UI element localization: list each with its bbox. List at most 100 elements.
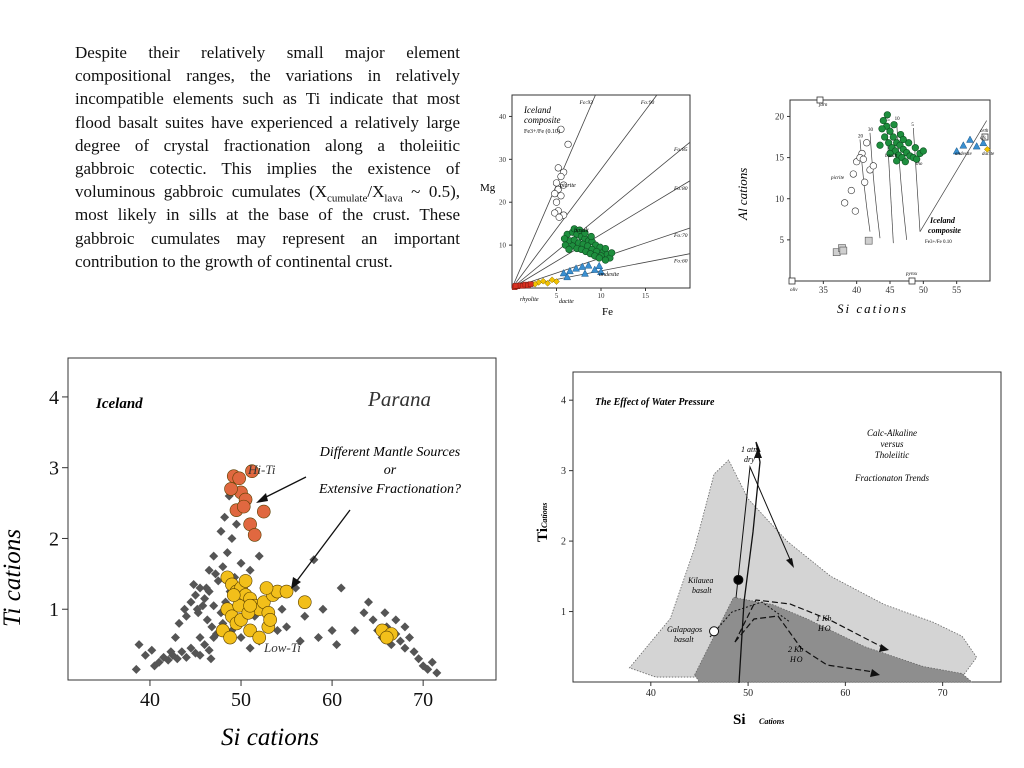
- ti-si-point-iceland: [200, 594, 210, 604]
- ti-si-point-iceland: [204, 565, 214, 575]
- ti-si-point-iceland: [236, 558, 246, 568]
- question-line-3: Extensive Fractionation?: [318, 482, 461, 497]
- water-label-ca1: Calc-Alkaline: [867, 428, 917, 438]
- mg-fe-ylabel: Mg: [480, 182, 496, 194]
- ti-si-point-iceland: [209, 601, 219, 611]
- fo-line-label: Fo:80: [673, 186, 688, 192]
- mg-fe-point-dacite: [539, 277, 547, 285]
- ti-si-point-iceland: [427, 657, 437, 667]
- calc-alkaline-field: [694, 597, 973, 683]
- ti-si-point-iceland: [166, 647, 176, 657]
- y-tick-label: 20: [499, 199, 507, 207]
- al-si-point-dacite: [983, 146, 991, 153]
- fan-label: 30: [868, 128, 874, 133]
- ti-si-point-iceland: [400, 622, 410, 632]
- al-si-label-andesite: andesite: [955, 152, 972, 157]
- al-si-label-pyrox: pyrox: [905, 272, 918, 277]
- paragraph-text-1: Despite their relatively small major ele…: [75, 43, 460, 202]
- mg-fe-point-basalt: [560, 235, 569, 243]
- end-member-marker: [816, 96, 824, 104]
- ti-si-point-iceland: [359, 608, 369, 618]
- ti-si-point-iceland: [364, 597, 374, 607]
- mg-fe-point-picrite: [557, 172, 565, 181]
- water-title: The Effect of Water Pressure: [595, 397, 715, 408]
- al-si-point-basalt: [905, 139, 913, 147]
- ti-si-point-iceland: [295, 636, 305, 646]
- y-tick-label: 10: [499, 242, 507, 250]
- mg-fe-label-basalt: basalt: [574, 228, 589, 234]
- ti-si-point-iceland: [222, 548, 232, 558]
- mg-fe-point-picrite: [554, 164, 562, 172]
- mg-fe-point-rhyolite: [512, 283, 519, 289]
- mg-fe-label-composite: composite: [524, 115, 561, 125]
- al-si-point-picrite: [847, 186, 855, 195]
- al-si-point-picrite: [863, 139, 871, 147]
- sub-cumulate: cumulate: [327, 192, 368, 205]
- ti-si-point-iceland: [180, 604, 190, 614]
- al-si-point-andesite: [966, 135, 974, 143]
- ti-si-point-iceland: [147, 645, 157, 655]
- x-tick-label: 70: [938, 688, 948, 699]
- ti-si-point-iceland: [200, 640, 210, 650]
- mg-fe-point-dacite: [553, 278, 560, 285]
- ti-si-point-hi-ti: [236, 499, 251, 514]
- mg-fe-point-picrite: [551, 209, 559, 217]
- fo-line-label: Fo:70: [673, 233, 688, 239]
- mg-fe-xlabel: Fe: [602, 306, 613, 318]
- water-label-atm1: 1 atm: [741, 445, 759, 454]
- al-si-ylabel: Al cations: [735, 168, 750, 221]
- mg-fe-point-basalt: [601, 256, 610, 264]
- mg-fe-label-picrite: picrite: [559, 183, 576, 189]
- ti-si-point-iceland: [140, 650, 150, 660]
- ti-si-point-iceland: [163, 655, 173, 665]
- mg-fe-point-andesite: [597, 267, 605, 275]
- ti-si-point-low-ti: [279, 584, 294, 599]
- ti-si-point-iceland: [418, 661, 428, 671]
- mg-fe-point-basalt: [608, 249, 616, 257]
- al-si-label-composite: composite: [928, 226, 961, 235]
- end-member-marker: [981, 133, 989, 141]
- mg-fe-label-ratio: Fe3+/Fe (0.10): [524, 128, 560, 135]
- water-ylabel-main: Ti: [535, 528, 551, 542]
- kilauea-basalt-point: [733, 574, 744, 585]
- ti-si-point-iceland: [432, 668, 442, 678]
- x-tick-label: 60: [840, 688, 850, 699]
- al-si-point-mineral: [864, 236, 873, 245]
- al-si-point-basalt: [879, 116, 887, 125]
- ti-si-point-hi-ti: [232, 471, 246, 486]
- ti-si-point-iceland: [190, 590, 200, 600]
- ti-si-point-hi-ti: [224, 482, 238, 496]
- tholeiitic-field: [628, 459, 978, 678]
- paragraph-text-2: ~ 0.5), most likely in sills at the base…: [75, 182, 461, 271]
- water-xlabel-unit: Cations: [759, 717, 784, 726]
- al-si-point-basalt: [889, 133, 897, 141]
- al-si-point-mineral: [839, 246, 848, 255]
- ti-si-point-iceland: [350, 625, 360, 635]
- galapagos-basalt-point: [709, 626, 720, 637]
- water-label-gal2: basalt: [674, 635, 694, 644]
- mg-fe-point-picrite: [552, 198, 561, 206]
- mg-fe-chart: Fo:93 Fo:90 Fo:85 Fo:80 Fo:70 Fo:60 5 10 15 10 20…: [480, 94, 691, 318]
- fan-label: 20: [858, 134, 864, 139]
- ti-si-point-iceland: [386, 640, 396, 650]
- al-si-point-andesite: [952, 146, 961, 155]
- y-tick-label: 15: [775, 153, 785, 163]
- ti-si-point-iceland: [336, 583, 346, 593]
- y-tick-label: 40: [499, 113, 507, 121]
- water-pressure-chart: 40 50 60 70 1 2 3 4 The Effect of Water Pressur…: [535, 371, 1002, 728]
- al-si-point-basalt: [899, 135, 907, 144]
- ti-si-point-iceland: [174, 618, 184, 628]
- al-si-label-qfs: qfs: [980, 136, 986, 141]
- cotectic-line: [919, 120, 987, 232]
- ti-si-point-iceland: [159, 652, 169, 662]
- ti-si-point-iceland: [189, 579, 199, 589]
- mg-fe-point-picrite: [555, 213, 563, 221]
- mg-fe-point-dacite: [544, 279, 551, 287]
- ti-si-point-iceland: [186, 597, 196, 607]
- mg-fe-point-basalt: [595, 254, 603, 262]
- mg-fe-point-basalt: [576, 226, 584, 234]
- y-tick-label: 2: [49, 528, 59, 550]
- al-si-point-picrite: [869, 162, 877, 170]
- ti-si-point-iceland: [150, 661, 160, 671]
